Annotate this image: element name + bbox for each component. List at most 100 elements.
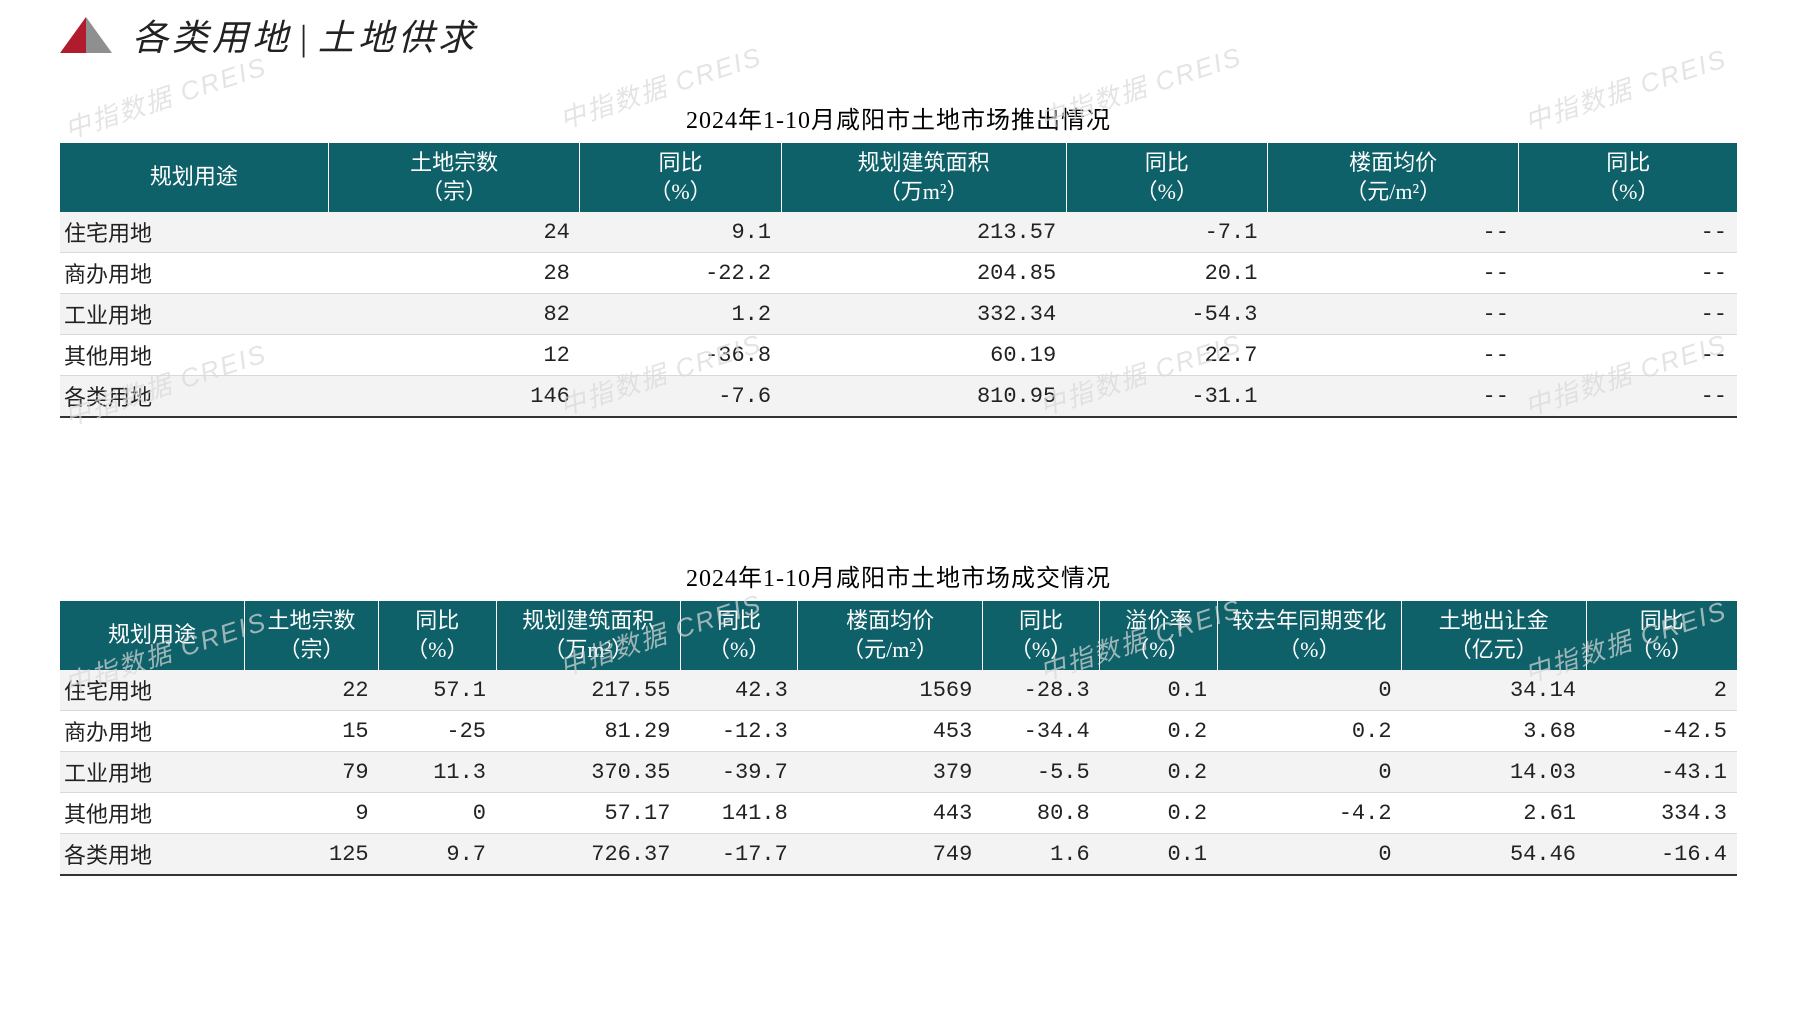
column-header: 同比（%） xyxy=(982,601,1099,670)
cell-value: 0 xyxy=(379,793,496,834)
table-row: 工业用地821.2332.34-54.3---- xyxy=(60,294,1737,335)
row-label: 住宅用地 xyxy=(60,670,244,711)
column-header: 同比（%） xyxy=(680,601,797,670)
column-header: 土地宗数（宗） xyxy=(244,601,378,670)
cell-value: 22.7 xyxy=(1066,335,1267,376)
cell-value: 125 xyxy=(244,834,378,876)
cell-value: 204.85 xyxy=(781,253,1066,294)
row-label: 住宅用地 xyxy=(60,212,328,253)
table-row: 商办用地28-22.2204.8520.1---- xyxy=(60,253,1737,294)
column-header: 同比（%） xyxy=(1586,601,1737,670)
cell-value: -7.6 xyxy=(580,376,781,418)
cell-value: 54.46 xyxy=(1402,834,1586,876)
column-header: 土地宗数（宗） xyxy=(328,143,580,212)
cell-value: 213.57 xyxy=(781,212,1066,253)
cell-value: 9.7 xyxy=(379,834,496,876)
cell-value: 0.2 xyxy=(1100,752,1217,793)
cell-value: 81.29 xyxy=(496,711,680,752)
cell-value: 15 xyxy=(244,711,378,752)
cell-value: 726.37 xyxy=(496,834,680,876)
row-label: 各类用地 xyxy=(60,834,244,876)
table1-title: 2024年1-10月咸阳市土地市场推出情况 xyxy=(60,100,1737,135)
title-left: 各类用地 xyxy=(132,18,292,58)
table-land-transaction: 规划用途土地宗数（宗）同比（%）规划建筑面积（万m²）同比（%）楼面均价（元/m… xyxy=(60,601,1737,876)
cell-value: -25 xyxy=(379,711,496,752)
cell-value: 0.1 xyxy=(1100,834,1217,876)
table-land-launch: 规划用途土地宗数（宗）同比（%）规划建筑面积（万m²）同比（%）楼面均价（元/m… xyxy=(60,143,1737,418)
title-separator: | xyxy=(298,18,312,58)
row-label: 其他用地 xyxy=(60,335,328,376)
cell-value: -- xyxy=(1267,294,1519,335)
cell-value: -12.3 xyxy=(680,711,797,752)
page-header: 各类用地|土地供求 xyxy=(60,0,1737,70)
table-row: 商办用地15-2581.29-12.3453-34.40.20.23.68-42… xyxy=(60,711,1737,752)
row-label: 其他用地 xyxy=(60,793,244,834)
column-header: 规划用途 xyxy=(60,143,328,212)
cell-value: 141.8 xyxy=(680,793,797,834)
cell-value: 14.03 xyxy=(1402,752,1586,793)
column-header: 楼面均价（元/m²） xyxy=(798,601,982,670)
row-label: 工业用地 xyxy=(60,294,328,335)
cell-value: -- xyxy=(1267,376,1519,418)
cell-value: 34.14 xyxy=(1402,670,1586,711)
column-header: 溢价率（%） xyxy=(1100,601,1217,670)
table-row: 其他用地9057.17141.844380.80.2-4.22.61334.3 xyxy=(60,793,1737,834)
cell-value: 379 xyxy=(798,752,982,793)
column-header: 规划建筑面积（万m²） xyxy=(781,143,1066,212)
cell-value: -- xyxy=(1519,212,1737,253)
column-header: 同比（%） xyxy=(379,601,496,670)
cell-value: 11.3 xyxy=(379,752,496,793)
cell-value: 810.95 xyxy=(781,376,1066,418)
cell-value: 0 xyxy=(1217,752,1401,793)
table-row: 住宅用地2257.1217.5542.31569-28.30.1034.142 xyxy=(60,670,1737,711)
cell-value: -- xyxy=(1267,212,1519,253)
cell-value: 0 xyxy=(1217,834,1401,876)
cell-value: 1.2 xyxy=(580,294,781,335)
cell-value: 332.34 xyxy=(781,294,1066,335)
cell-value: 9 xyxy=(244,793,378,834)
cell-value: 0.2 xyxy=(1217,711,1401,752)
cell-value: 28 xyxy=(328,253,580,294)
row-label: 工业用地 xyxy=(60,752,244,793)
cell-value: -39.7 xyxy=(680,752,797,793)
table-row: 各类用地146-7.6810.95-31.1---- xyxy=(60,376,1737,418)
cell-value: 1.6 xyxy=(982,834,1099,876)
page: 各类用地|土地供求 2024年1-10月咸阳市土地市场推出情况 规划用途土地宗数… xyxy=(0,0,1797,1010)
column-header: 规划建筑面积（万m²） xyxy=(496,601,680,670)
cell-value: 57.1 xyxy=(379,670,496,711)
cell-value: 3.68 xyxy=(1402,711,1586,752)
cell-value: -- xyxy=(1519,294,1737,335)
cell-value: -36.8 xyxy=(580,335,781,376)
cell-value: -17.7 xyxy=(680,834,797,876)
cell-value: 0.2 xyxy=(1100,793,1217,834)
cell-value: 42.3 xyxy=(680,670,797,711)
cell-value: -- xyxy=(1519,376,1737,418)
cell-value: -43.1 xyxy=(1586,752,1737,793)
cell-value: 443 xyxy=(798,793,982,834)
row-label: 商办用地 xyxy=(60,711,244,752)
cell-value: 24 xyxy=(328,212,580,253)
cell-value: -7.1 xyxy=(1066,212,1267,253)
column-header: 较去年同期变化（%） xyxy=(1217,601,1401,670)
column-header: 土地出让金（亿元） xyxy=(1402,601,1586,670)
cell-value: 217.55 xyxy=(496,670,680,711)
cell-value: 0.2 xyxy=(1100,711,1217,752)
table-row: 住宅用地249.1213.57-7.1---- xyxy=(60,212,1737,253)
cell-value: -16.4 xyxy=(1586,834,1737,876)
column-header: 同比（%） xyxy=(1519,143,1737,212)
table-row: 其他用地12-36.860.1922.7---- xyxy=(60,335,1737,376)
cell-value: -28.3 xyxy=(982,670,1099,711)
cell-value: 9.1 xyxy=(580,212,781,253)
table-row: 工业用地7911.3370.35-39.7379-5.50.2014.03-43… xyxy=(60,752,1737,793)
row-label: 商办用地 xyxy=(60,253,328,294)
cell-value: 79 xyxy=(244,752,378,793)
cell-value: 453 xyxy=(798,711,982,752)
column-header: 同比（%） xyxy=(1066,143,1267,212)
cell-value: 146 xyxy=(328,376,580,418)
cell-value: -- xyxy=(1267,335,1519,376)
table2-title: 2024年1-10月咸阳市土地市场成交情况 xyxy=(60,558,1737,593)
cell-value: 12 xyxy=(328,335,580,376)
cell-value: 749 xyxy=(798,834,982,876)
cell-value: 20.1 xyxy=(1066,253,1267,294)
cell-value: 370.35 xyxy=(496,752,680,793)
